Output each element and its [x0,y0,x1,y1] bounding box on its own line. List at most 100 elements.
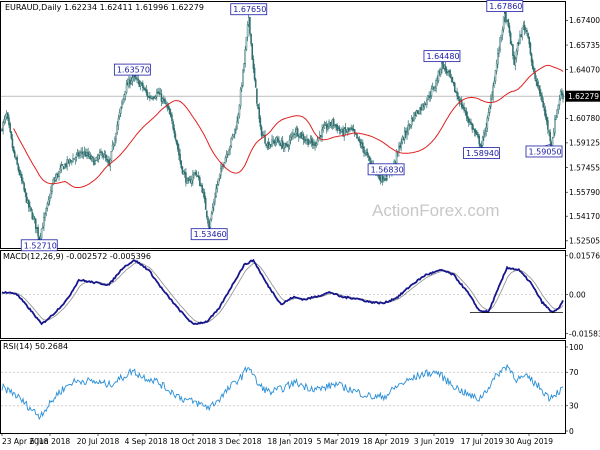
candle-body [2,122,4,131]
candle-body [533,68,535,73]
candle-body [180,160,183,168]
annotation-box [367,163,405,176]
candle-body [44,213,46,218]
candle-body [474,130,477,134]
candle-body [561,91,563,96]
candle-body [75,154,78,158]
candle-body [344,127,347,132]
candle-body [544,109,547,118]
candle-body [52,179,54,185]
candle-body [216,184,219,190]
candle-body [57,173,59,177]
candle-body [186,178,188,184]
candle-body [175,139,178,144]
candle-body [306,138,308,142]
candle-body [483,132,485,137]
candle-body [363,146,365,154]
candle-body [8,117,10,126]
candle-body [189,179,192,184]
candle-body [173,128,176,134]
candle-body [335,124,337,127]
candle-body [412,117,414,122]
candle-body [282,145,285,149]
candle-body [169,113,172,117]
candle-body [264,134,266,144]
candle-body [318,134,321,138]
candle-body [338,127,341,132]
candle-body [199,177,201,187]
candle-body [114,138,116,146]
candle-body [277,138,279,142]
candle-body [487,112,490,119]
macd-tick-label: 0.015762 [569,252,600,261]
candle-body [515,50,518,59]
candle-body [526,29,528,33]
annotation-label: 1.58940 [466,149,499,158]
candle-body [183,171,186,175]
candle-body [535,79,538,82]
candle-body [437,70,440,82]
candle-body [463,106,465,111]
candle-body [185,172,187,183]
candle-body [253,67,256,80]
candle-body [228,150,230,156]
candle-body [551,138,554,146]
candle-body [509,32,512,44]
candle-body [143,87,145,90]
rsi-tick-label: 0 [569,427,574,436]
x-tick-label: 4 Sep 2018 [125,437,168,446]
candle-body [472,128,475,130]
candle-body [556,109,558,118]
candle-body [80,151,82,153]
candle-body [417,112,420,114]
candle-body [470,121,472,125]
candle-body [59,167,61,171]
candle-body [142,82,144,89]
candle-body [214,197,216,202]
candle-body [508,25,511,33]
candle-body [98,151,101,156]
candle-body [315,143,318,146]
candle-body [456,91,458,97]
candle-body [316,139,319,146]
candle-body [516,43,519,52]
candle-body [140,82,143,84]
candle-body [243,63,245,71]
annotation-label: 1.52710 [24,241,57,250]
candle-body [172,121,174,129]
candle-body [270,144,272,146]
candle-body [153,96,156,99]
candle-body [232,134,235,137]
candle-body [146,92,149,98]
candle-body [246,24,249,38]
x-tick-label: 17 Jul 2019 [461,437,504,446]
candle-body [274,141,277,143]
candle-body [58,171,60,177]
x-tick-label: 5 Mar 2019 [317,437,360,446]
candle-body [27,199,30,208]
candle-body [109,158,112,167]
candle-body [460,99,463,108]
moving-average-line [13,64,564,188]
candle-body [281,140,284,149]
candle-body [547,120,549,130]
candle-body [294,131,297,135]
candle-body [429,95,432,97]
candle-body [442,60,444,69]
candle-body [221,166,223,168]
candle-body [257,104,259,110]
candle-body [548,130,550,132]
candle-body [135,77,137,80]
candle-body [231,135,234,140]
candle-body [302,134,305,140]
candle-body [537,85,540,87]
last-price-label: 1.62279 [568,92,599,101]
candle-body [234,128,236,135]
candle-body [207,217,209,224]
candle-body [543,107,546,112]
candle-body [187,178,189,182]
candle-body [378,174,380,179]
macd-panel-title: MACD(12,26,9) -0.002572 -0.005396 [3,252,151,261]
candle-body [118,112,121,117]
candle-body [224,157,227,164]
